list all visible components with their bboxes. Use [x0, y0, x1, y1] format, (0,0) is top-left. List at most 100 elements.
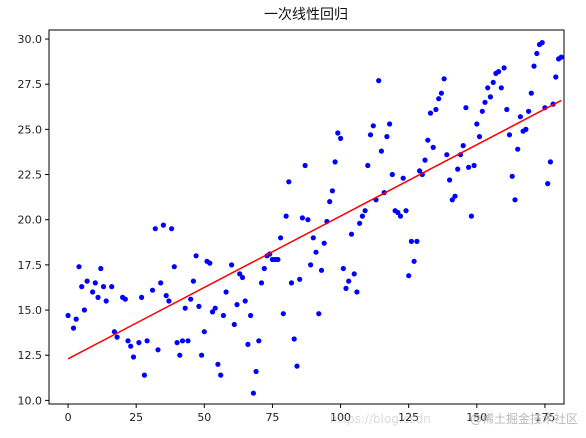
data-point [237, 271, 243, 277]
data-point [185, 338, 191, 344]
data-point [215, 361, 221, 367]
data-point [261, 265, 267, 272]
data-point [422, 157, 428, 163]
data-point [417, 168, 423, 174]
data-point [223, 289, 229, 295]
data-point [487, 94, 493, 100]
y-tick-label: 12.5 [18, 349, 43, 362]
data-point [111, 329, 117, 335]
data-point [482, 99, 488, 105]
data-point [258, 280, 265, 286]
data-point [141, 372, 147, 378]
data-point [444, 152, 450, 158]
watermark: @稀土掘金技术社区 [470, 411, 578, 426]
data-point [329, 188, 335, 194]
watermark-faint: https://blog.csdn [330, 412, 431, 426]
data-point [136, 340, 142, 346]
data-point [231, 321, 237, 328]
data-point [220, 312, 226, 319]
data-point [92, 280, 98, 286]
data-point [471, 162, 477, 169]
data-point [297, 276, 303, 282]
data-point [79, 284, 85, 290]
data-point [278, 235, 284, 241]
data-point [98, 265, 104, 272]
data-point [539, 40, 545, 46]
data-point [531, 63, 537, 69]
data-point [378, 148, 384, 154]
x-tick-label: 100 [330, 411, 351, 424]
data-point [397, 213, 404, 219]
data-point [359, 213, 365, 219]
regression-line [67, 99, 562, 360]
data-point [441, 76, 447, 82]
data-point [512, 197, 518, 203]
data-point [310, 235, 316, 241]
data-point [250, 390, 256, 396]
data-point [100, 284, 107, 290]
data-point [130, 354, 137, 360]
data-point [501, 65, 507, 71]
data-point [122, 296, 128, 302]
data-point [335, 130, 341, 136]
data-point [199, 352, 205, 358]
data-point [81, 307, 87, 313]
data-point [171, 264, 177, 270]
data-point [155, 347, 161, 353]
x-tick-label: 75 [265, 411, 279, 424]
data-point [302, 162, 308, 169]
data-point [476, 134, 483, 140]
y-tick-label: 15.0 [18, 304, 43, 317]
data-point [558, 54, 564, 60]
data-point [400, 175, 406, 181]
data-point [313, 249, 319, 255]
data-point [294, 363, 300, 369]
data-point [362, 208, 368, 214]
data-point [479, 108, 485, 114]
data-point [553, 74, 559, 80]
data-point [283, 213, 289, 219]
data-point [354, 289, 360, 295]
data-point [370, 123, 376, 129]
x-tick-label: 175 [534, 411, 555, 424]
data-point [447, 177, 453, 183]
y-tick-label: 25.0 [18, 123, 43, 136]
data-point [174, 340, 180, 346]
data-point [128, 343, 134, 349]
axes-frame [48, 29, 565, 405]
data-point [455, 166, 461, 172]
data-point [449, 197, 455, 203]
data-point [321, 240, 327, 246]
data-point [340, 265, 346, 272]
data-point [389, 171, 395, 178]
data-point [526, 108, 532, 114]
data-point [436, 96, 442, 102]
data-point [160, 222, 166, 228]
data-point [517, 114, 524, 120]
y-tick-label: 22.5 [18, 169, 43, 182]
data-point [376, 78, 382, 84]
data-point [158, 280, 164, 286]
data-point [280, 311, 286, 317]
data-point [179, 338, 186, 344]
data-point [498, 85, 504, 91]
data-point [474, 121, 480, 127]
data-point [248, 312, 254, 319]
data-point [275, 256, 281, 263]
data-point [253, 368, 259, 375]
data-point [468, 213, 474, 219]
data-point [229, 262, 235, 268]
data-point [149, 287, 156, 293]
data-point [201, 329, 207, 335]
data-point [286, 179, 292, 185]
data-point [504, 106, 510, 113]
data-point [245, 341, 251, 347]
data-point [357, 220, 363, 226]
data-point [318, 267, 325, 273]
data-point [351, 271, 357, 277]
y-tick-label: 17.5 [18, 259, 43, 272]
data-point [90, 289, 96, 295]
data-point [190, 278, 196, 284]
data-point [125, 338, 131, 344]
data-point [506, 132, 513, 138]
